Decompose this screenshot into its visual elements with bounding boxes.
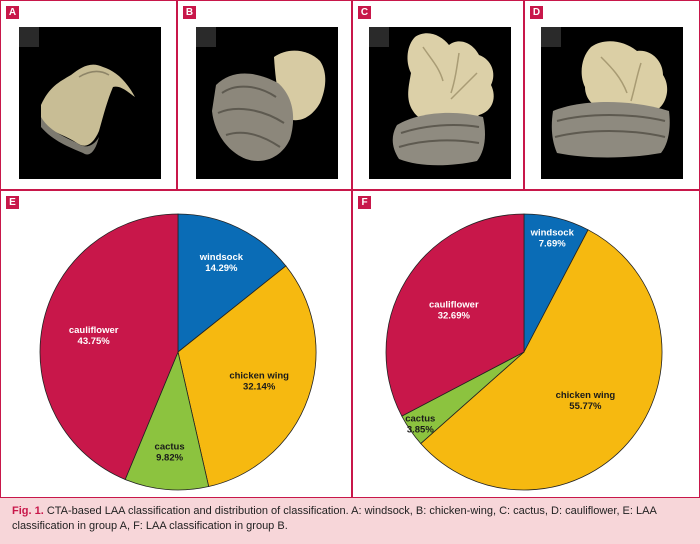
panel-a-label: A: [6, 6, 19, 19]
slice-value-cauliflower: 32.69%: [438, 311, 471, 322]
slice-value-cauliflower: 43.75%: [78, 336, 111, 347]
slice-label-cauliflower: cauliflower: [429, 300, 479, 311]
caption-text: CTA-based LAA classification and distrib…: [12, 505, 657, 532]
panel-e: E windsock 14.29% chicken wing 32.14% cactus…: [0, 190, 352, 498]
slice-label-windsock: windsock: [199, 252, 244, 263]
panel-d: D: [524, 0, 700, 190]
panel-b-label: B: [183, 6, 196, 19]
panel-b: B: [177, 0, 352, 190]
chicken-wing-ct-image: [196, 27, 338, 179]
cauliflower-ct-image: [541, 27, 683, 179]
panel-f: F windsock 7.69% chicken wing 55.77% cactus 3…: [352, 190, 700, 498]
slice-value-windsock: 14.29%: [205, 263, 238, 274]
slice-value-chicken-wing: 55.77%: [569, 401, 602, 412]
windsock-ct-image: [19, 27, 161, 179]
slice-value-windsock: 7.69%: [539, 238, 566, 249]
slice-label-cactus: cactus: [405, 414, 435, 425]
slice-label-cactus: cactus: [155, 442, 185, 453]
pie-slice-chicken-wing: [420, 229, 663, 491]
panel-c: C: [352, 0, 524, 190]
panel-d-label: D: [530, 6, 543, 19]
panel-c-label: C: [358, 6, 371, 19]
slice-label-chicken-wing: chicken wing: [556, 390, 616, 401]
slice-value-chicken-wing: 32.14%: [243, 381, 276, 392]
pie-slice-cauliflower: [39, 213, 179, 481]
caption-lead: Fig. 1.: [12, 505, 44, 517]
panel-a: A: [0, 0, 177, 190]
slice-value-cactus: 9.82%: [156, 453, 183, 464]
slice-label-cauliflower: cauliflower: [69, 325, 119, 336]
slice-label-windsock: windsock: [530, 227, 575, 238]
cactus-ct-image: [369, 27, 511, 179]
slice-label-chicken-wing: chicken wing: [229, 370, 289, 381]
pie-slice-chicken-wing: [177, 265, 317, 488]
panel-f-label: F: [358, 196, 371, 209]
pie-slice-cactus: [124, 350, 210, 491]
panel-e-label: E: [6, 196, 19, 209]
slice-value-cactus: 3.85%: [407, 425, 434, 436]
figure-caption: Fig. 1. CTA-based LAA classification and…: [0, 498, 700, 544]
pie-slice-windsock: [177, 213, 287, 353]
pie-slice-cauliflower: [385, 213, 525, 417]
